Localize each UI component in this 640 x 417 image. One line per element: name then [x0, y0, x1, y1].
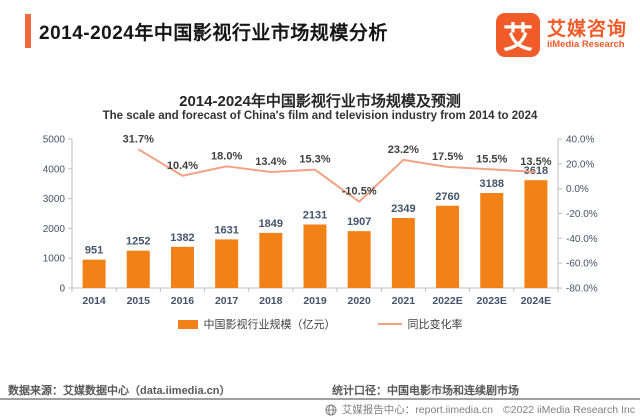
logo-subtitle: iiMedia Research: [546, 38, 625, 50]
legend-item-line: 同比变化率: [377, 316, 463, 332]
bar-value-label: 1907: [347, 216, 371, 228]
line-series-swatch: [377, 322, 402, 326]
x-axis-category-label: 2019: [303, 295, 327, 307]
bar-series-label: 中国影视行业规模（亿元）: [203, 319, 336, 331]
bar-value-label: 1252: [126, 236, 150, 248]
iimedia-logo: 艾 艾媒咨询 iiMedia Research: [495, 13, 627, 57]
accent-bar: [25, 14, 31, 48]
bar-series-swatch: [177, 319, 198, 329]
growth-rate-label: 23.2%: [388, 144, 419, 156]
left-axis-tick-label: 1000: [43, 254, 66, 265]
x-axis-category-label: 2018: [259, 295, 283, 307]
bar-segment: [215, 239, 239, 288]
line-series-label: 同比变化率: [407, 319, 463, 331]
left-axis-tick-label: 2000: [43, 224, 66, 235]
bar-value-label: 951: [85, 245, 103, 257]
report-center-link[interactable]: 艾媒报告中心：report.iimedia.cn: [341, 404, 493, 416]
growth-rate-label: 17.5%: [432, 151, 463, 163]
bar-segment: [436, 205, 460, 288]
growth-rate-label: 15.5%: [476, 153, 507, 165]
left-axis-tick-label: 5000: [43, 135, 66, 146]
growth-rate-label: 18.0%: [211, 150, 242, 162]
growth-rate-label: 31.7%: [123, 133, 154, 145]
x-axis-category-label: 2022E: [432, 295, 462, 307]
x-axis-category-label: 2017: [215, 295, 239, 307]
right-axis-tick-label: 0.0%: [566, 184, 589, 195]
report-header: 2014-2024年中国影视行业市场规模分析: [25, 14, 388, 48]
bar-segment: [347, 231, 371, 288]
bar-value-label: 2349: [391, 203, 415, 215]
growth-rate-label: 15.3%: [299, 154, 330, 166]
growth-rate-label: -10.5%: [342, 186, 377, 198]
bar-value-label: 1849: [259, 218, 283, 230]
growth-rate-label: 10.4%: [167, 160, 198, 172]
bar-segment: [259, 232, 283, 288]
chart-title: 2014-2024年中国影视行业市场规模及预测: [179, 93, 461, 110]
right-axis-tick-label: -60.0%: [566, 259, 598, 270]
chart-legend: 中国影视行业规模（亿元） 同比变化率: [0, 316, 640, 332]
left-axis-tick-label: 3000: [43, 194, 66, 205]
bar-value-label: 1382: [170, 232, 194, 244]
x-axis-category-label: 2021: [392, 295, 416, 307]
data-source-note: 数据来源：艾媒数据中心（data.iimedia.cn）: [8, 385, 231, 397]
bar-segment: [82, 259, 106, 288]
bar-value-label: 2131: [303, 209, 327, 221]
iimedia-logo-icon: 艾: [495, 13, 540, 57]
chart-subtitle: The scale and forecast of China's film a…: [102, 110, 538, 122]
bar-segment: [303, 224, 327, 288]
x-axis-category-label: 2015: [127, 295, 151, 307]
bar-segment: [480, 192, 504, 288]
footer-meta: 数据来源：艾媒数据中心（data.iimedia.cn） 统计口径：中国电影市场…: [0, 382, 640, 397]
right-axis-tick-label: -40.0%: [566, 234, 598, 245]
globe-icon: [325, 404, 337, 416]
market-size-chart: 0 1000 2000 3000 4000 5000 -80.0% -60.0% -40.0% -…: [43, 133, 598, 307]
logo-name: 艾媒咨询: [546, 19, 627, 41]
x-axis-category-label: 2014: [82, 295, 106, 307]
bar-value-label: 1631: [214, 224, 238, 236]
bar-segment: [524, 180, 548, 288]
right-axis-tick-label: 40.0%: [566, 135, 594, 146]
growth-rate-label: 13.4%: [255, 156, 286, 168]
x-axis-category-label: 2016: [171, 295, 195, 307]
right-axis-tick-label: -20.0%: [566, 209, 598, 220]
footer-copyright-row: 艾媒报告中心：report.iimedia.cn ©2022 iiMedia R…: [325, 402, 635, 417]
growth-rate-label: 13.5%: [520, 156, 551, 168]
page-title: 2014-2024年中国影视行业市场规模分析: [39, 22, 388, 44]
bar-segment: [391, 217, 415, 288]
footer-divider: [0, 398, 640, 400]
bar-value-label: 3188: [479, 178, 503, 190]
left-axis-tick-label: 0: [59, 284, 65, 295]
x-axis-category-label: 2020: [348, 295, 372, 307]
bar-segment: [126, 250, 150, 288]
x-axis-category-label: 2023E: [477, 295, 507, 307]
legend-item-bar: 中国影视行业规模（亿元）: [177, 316, 336, 332]
x-axis-category-label: 2024E: [521, 295, 551, 307]
right-axis-tick-label: 20.0%: [566, 159, 594, 170]
copyright-text: ©2022 iiMedia Research Inc: [502, 403, 635, 416]
statistics-scope-note: 统计口径：中国电影市场和连续剧市场: [332, 385, 519, 397]
left-axis-tick-label: 4000: [43, 164, 66, 175]
growth-rate-line: [137, 148, 536, 203]
bar-segment: [170, 246, 194, 288]
right-axis-tick-label: -80.0%: [566, 284, 598, 295]
bar-value-label: 2760: [435, 191, 459, 203]
